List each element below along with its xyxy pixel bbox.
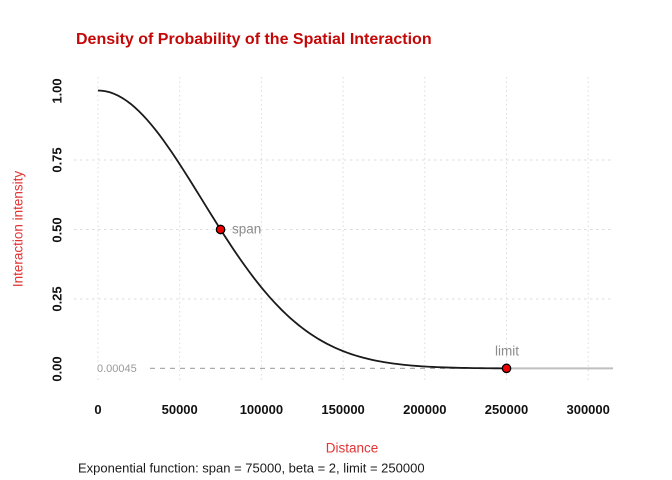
x-tick-label-300000: 300000	[566, 402, 610, 417]
limit-point	[501, 363, 512, 374]
y-tick-label-0.25: 0.25	[49, 286, 65, 312]
y-tick-label-0.00: 0.00	[49, 355, 65, 382]
x-tick-label-100000: 100000	[239, 402, 284, 417]
x-axis-title: Distance	[325, 440, 379, 456]
x-tick-label-150000: 150000	[321, 402, 365, 417]
x-tick-label-200000: 200000	[403, 402, 447, 417]
span-point	[215, 224, 226, 235]
limit-point-label: limit	[495, 343, 519, 359]
span-point-label: span	[232, 221, 262, 237]
x-tick-label-50000: 50000	[161, 402, 198, 417]
x-tick-label-250000: 250000	[484, 402, 529, 417]
chart-title: Density of Probability of the Spatial In…	[76, 31, 432, 48]
y-tick-label-0.50: 0.50	[49, 216, 65, 243]
caption: Exponential function: span = 75000, beta…	[78, 460, 425, 476]
threshold-value-label: 0.00045	[97, 363, 139, 375]
y-tick-label-0.75: 0.75	[49, 147, 65, 173]
y-tick-label-1.00: 1.00	[49, 77, 65, 104]
interaction-curve	[97, 89, 507, 370]
x-tick-label-0: 0	[94, 402, 102, 417]
